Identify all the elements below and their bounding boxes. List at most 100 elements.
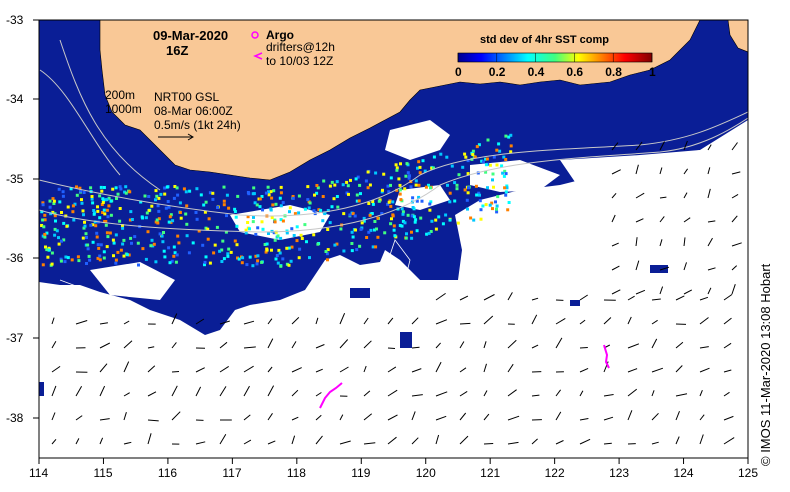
speckle-pixel (122, 238, 126, 242)
speckle-pixel (256, 254, 260, 258)
speckle-pixel (358, 183, 362, 187)
speckle-pixel (130, 241, 133, 245)
current-arrow (291, 435, 296, 445)
speckle-pixel (429, 230, 433, 233)
speckle-pixel (101, 197, 105, 201)
speckle-pixel (365, 236, 369, 239)
current-arrow (579, 390, 584, 397)
current-arrow (651, 367, 664, 373)
current-arrow (635, 289, 646, 295)
current-arrow (731, 171, 741, 175)
speckle-pixel (222, 185, 226, 189)
speckle-pixel (94, 224, 98, 228)
speckle-pixel (274, 202, 278, 206)
current-arrow (267, 440, 276, 445)
speckle-pixel (322, 179, 326, 183)
speckle-pixel (398, 224, 402, 227)
speckle-pixel (473, 155, 477, 159)
current-arrow (483, 443, 494, 445)
speckle-pixel (350, 242, 354, 245)
current-arrow (507, 415, 520, 421)
current-arrow (707, 188, 711, 199)
speckle-pixel (475, 145, 479, 149)
speckle-pixel (87, 254, 91, 258)
colorbar-tick-label: 0.2 (488, 65, 506, 79)
data-patch (350, 288, 370, 298)
current-arrow (123, 361, 130, 373)
speckle-pixel (364, 179, 368, 183)
speckle-pixel (40, 210, 44, 214)
speckle-pixel (43, 232, 47, 236)
speckle-pixel (127, 253, 131, 257)
speckle-pixel (53, 214, 57, 218)
speckle-pixel (400, 207, 404, 211)
data-patch (650, 265, 668, 273)
lon-tick-label: 117 (222, 466, 242, 480)
speckle-pixel (276, 234, 280, 238)
current-arrow (555, 440, 564, 445)
speckle-pixel (269, 208, 273, 212)
speckle-pixel (420, 199, 424, 203)
speckle-pixel (410, 214, 414, 218)
speckle-pixel (409, 185, 413, 189)
speckle-pixel (236, 194, 240, 198)
speckle-pixel (90, 195, 94, 198)
speckle-pixel (392, 224, 396, 228)
speckle-pixel (156, 221, 160, 225)
current-arrow (315, 317, 319, 325)
current-arrow (267, 318, 273, 325)
speckle-pixel (374, 171, 378, 175)
speckle-pixel (297, 211, 301, 215)
current-arrow (483, 390, 488, 397)
speckle-pixel (152, 242, 156, 246)
speckle-pixel (495, 207, 498, 211)
current-arrow (315, 414, 322, 421)
speckle-pixel (285, 246, 289, 250)
current-arrow (435, 319, 448, 325)
speckle-pixel (500, 164, 504, 168)
speckle-pixel (264, 250, 268, 254)
speckle-pixel (453, 181, 457, 185)
current-arrow (675, 393, 688, 397)
speckle-pixel (91, 223, 95, 227)
cloud-gap (385, 120, 450, 160)
current-arrow (195, 441, 206, 445)
speckle-pixel (461, 165, 465, 169)
current-arrow (635, 192, 645, 199)
speckle-pixel (171, 219, 175, 223)
speckle-pixel (76, 255, 80, 259)
speckle-pixel (315, 191, 319, 195)
speckle-pixel (82, 191, 86, 194)
speckle-pixel (221, 239, 225, 243)
current-arrow (147, 419, 159, 422)
speckle-pixel (491, 172, 495, 176)
speckle-pixel (260, 195, 264, 198)
speckle-pixel (118, 219, 122, 223)
speckle-pixel (101, 201, 105, 204)
current-arrow (707, 237, 713, 247)
speckle-pixel (335, 242, 339, 246)
speckle-pixel (448, 200, 452, 204)
speckle-pixel (195, 217, 199, 221)
speckle-pixel (418, 165, 422, 169)
current-arrow (731, 242, 742, 247)
speckle-pixel (211, 191, 215, 195)
current-arrow (707, 267, 716, 271)
current-arrow (219, 320, 230, 325)
current-arrow (459, 295, 469, 301)
speckle-pixel (61, 190, 65, 194)
speckle-pixel (80, 198, 83, 202)
speckle-pixel (383, 231, 387, 235)
speckle-pixel (492, 185, 495, 189)
speckle-pixel (479, 217, 483, 221)
speckle-pixel (176, 193, 180, 197)
current-arrow (99, 437, 104, 445)
speckle-pixel (220, 248, 224, 252)
speckle-pixel (399, 162, 402, 166)
speckle-pixel (392, 228, 396, 232)
speckle-pixel (161, 240, 165, 244)
speckle-pixel (227, 247, 231, 251)
speckle-pixel (382, 172, 386, 176)
speckle-pixel (434, 227, 438, 231)
speckle-pixel (484, 170, 488, 174)
